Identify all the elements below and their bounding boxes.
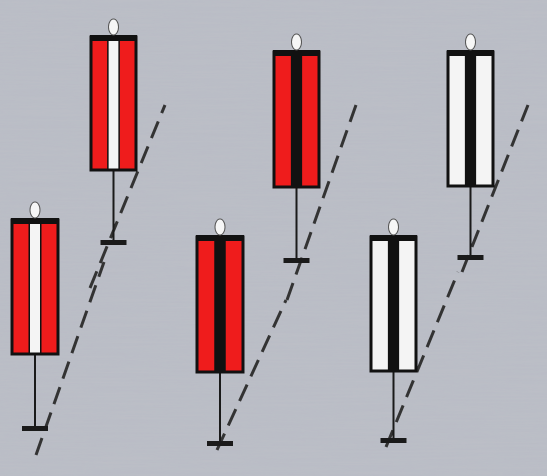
finial-bead (29, 201, 41, 219)
banner-top-bar (273, 50, 320, 56)
dashed-shaft (384, 271, 460, 448)
banner-middle-stripe (387, 237, 400, 371)
banner-red-white-top (89, 18, 138, 245)
dashed-shaft (215, 299, 288, 451)
banner-red-black-top (272, 33, 321, 263)
finial-bead (214, 218, 226, 236)
banner-middle-stripe (214, 237, 226, 372)
pole-base (457, 255, 484, 260)
finial-bead (465, 33, 476, 51)
banner-top-bar (447, 50, 494, 56)
dashed-shaft (460, 104, 530, 273)
finial-bead (291, 33, 302, 51)
pole-base (380, 438, 407, 443)
pole-base (283, 258, 310, 263)
banner-top-bar (11, 218, 59, 224)
dashed-shaft (285, 104, 358, 301)
finial-bead (388, 218, 399, 236)
banner-white-black-top (446, 33, 495, 260)
banner-red-black-middle (195, 218, 245, 446)
finial-bead (108, 18, 119, 36)
banner-top-bar (370, 235, 417, 241)
banner-middle-stripe (107, 37, 120, 170)
banner-middle-stripe (29, 220, 41, 354)
banner-top-bar (90, 35, 137, 41)
dashed-shaft (34, 261, 106, 456)
dashed-shaft (88, 104, 167, 289)
pole-base (100, 240, 127, 245)
banner-middle-stripe (464, 52, 477, 186)
banner-top-bar (196, 235, 244, 241)
banner-red-white-left (10, 201, 60, 431)
pole-base (22, 426, 48, 431)
banner-middle-stripe (290, 52, 303, 187)
pole-base (207, 441, 233, 446)
banner-white-black-right (369, 218, 418, 443)
